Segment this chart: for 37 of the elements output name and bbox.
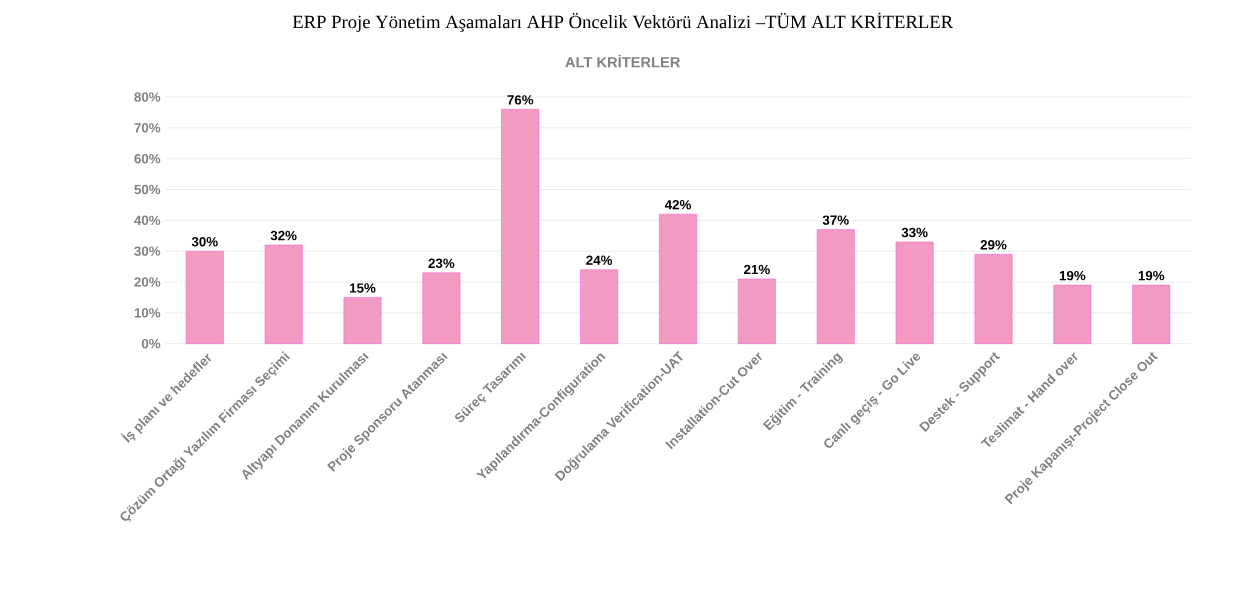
data-label: 24%: [586, 255, 613, 265]
bar: [737, 278, 776, 344]
bar: [816, 229, 855, 344]
data-label: 33%: [901, 227, 928, 238]
y-tick-label: 0%: [141, 338, 161, 349]
data-label: 42%: [664, 200, 691, 210]
data-label: 19%: [1059, 270, 1086, 281]
data-label: 76%: [507, 95, 534, 105]
y-tick-label: 40%: [134, 215, 161, 226]
chart-title: ERP Proje Yönetim Aşamaları AHP Öncelik Vektörü Analizi –TÜM ALT KRİTERLER: [292, 12, 954, 33]
data-label: 29%: [980, 240, 1007, 250]
bar: [895, 241, 934, 344]
bar: [974, 253, 1013, 344]
data-label: 23%: [428, 258, 455, 269]
y-tick-label: 10%: [134, 308, 161, 318]
y-tick-label: 30%: [134, 246, 161, 256]
bar: [501, 109, 540, 344]
data-label: 21%: [743, 264, 770, 275]
chart-subtitle: ALT KRİTERLER: [565, 54, 681, 68]
data-label: 19%: [1138, 270, 1165, 281]
y-tick-label: 20%: [134, 277, 161, 287]
y-tick-label: 70%: [134, 123, 161, 133]
bar: [343, 297, 382, 344]
bar: [422, 272, 461, 344]
bar: [264, 244, 303, 344]
data-label: 15%: [350, 283, 376, 293]
y-tick-label: 80%: [134, 92, 161, 102]
bar: [185, 250, 224, 344]
data-label: 32%: [270, 230, 297, 241]
y-tick-label: 60%: [134, 153, 161, 164]
bar: [580, 269, 619, 344]
bar: [1132, 284, 1171, 344]
y-tick-label: 50%: [134, 184, 161, 195]
data-label: 37%: [822, 215, 849, 225]
bar: [1053, 284, 1092, 344]
data-label: 30%: [191, 237, 218, 247]
bar: [659, 213, 697, 344]
